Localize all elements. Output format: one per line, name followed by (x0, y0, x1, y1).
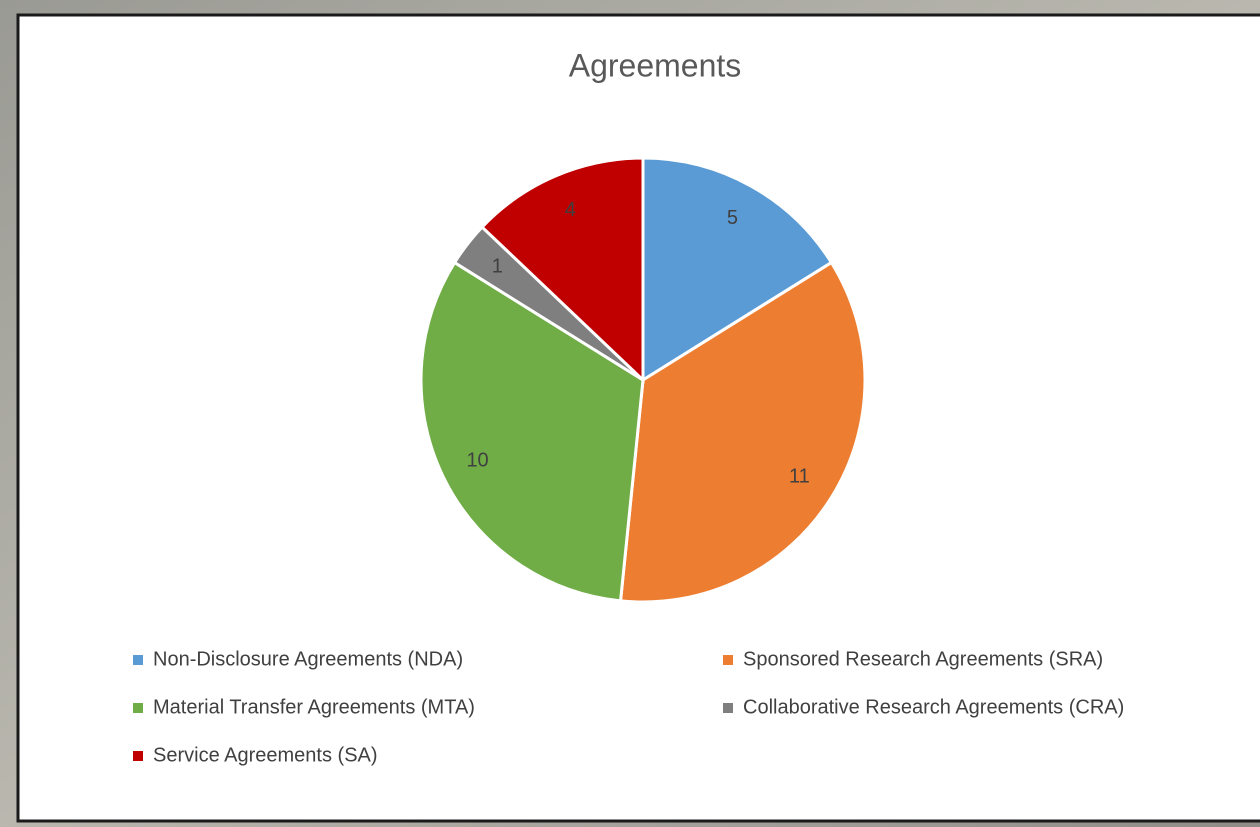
legend-label: Sponsored Research Agreements (SRA) (743, 648, 1103, 670)
legend-marker (133, 751, 143, 761)
data-label: 10 (466, 449, 488, 471)
legend-marker (723, 703, 733, 713)
legend-marker (133, 655, 143, 665)
legend-label: Collaborative Research Agreements (CRA) (743, 696, 1124, 718)
data-label: 11 (789, 466, 810, 488)
chart: Agreements 5 11 10 1 4 Non-Disclosure Agreeme… (0, 0, 1260, 827)
page: Agreements 5 11 10 1 4 Non-Disclosure Agreeme… (0, 0, 1260, 827)
data-label: 5 (727, 207, 738, 229)
data-label: 1 (492, 255, 503, 277)
legend-label: Service Agreements (SA) (153, 744, 378, 766)
legend-marker (133, 703, 143, 713)
chart-title: Agreements (569, 47, 742, 83)
legend-marker (723, 655, 733, 665)
legend-label: Material Transfer Agreements (MTA) (153, 696, 475, 718)
legend-label: Non-Disclosure Agreements (NDA) (153, 648, 463, 670)
data-label: 4 (565, 199, 576, 221)
